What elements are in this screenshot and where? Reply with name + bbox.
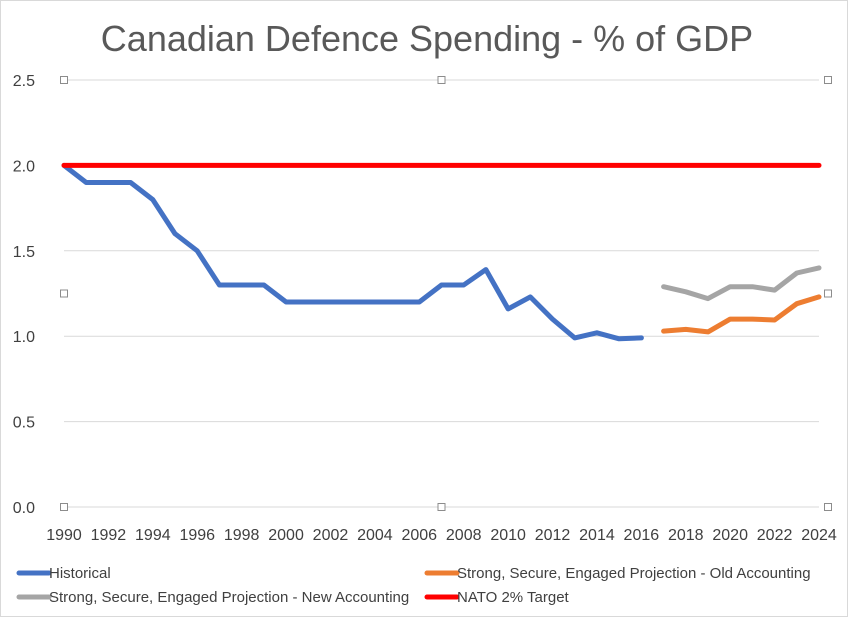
x-tick-label: 1992 [91,527,127,544]
x-tick-label: 1990 [46,527,82,544]
x-axis-tick-labels: 1990 1992 1994 1996 1998 2000 2002 2004 2006 2008… [46,527,837,544]
series-line-historical [61,162,644,342]
x-tick-label: 2016 [624,527,660,544]
series-line-strong-secure-engaged-projection-new-accounting [661,265,822,302]
x-tick-label: 2022 [757,527,793,544]
x-tick-label: 2010 [490,527,526,544]
chart-title: Canadian Defence Spending - % of GDP [101,18,753,59]
x-tick-label: 2024 [801,527,837,544]
selection-handle[interactable] [824,289,832,298]
x-tick-label: 2006 [401,527,437,544]
x-tick-label: 1994 [135,527,171,544]
x-tick-label: 1998 [224,527,260,544]
y-tick-label: 2.5 [13,73,35,90]
grid-lines [64,79,819,508]
legend-label: NATO 2% Target [457,589,570,606]
selection-handle[interactable] [60,503,68,511]
selection-handle[interactable] [824,503,832,511]
y-tick-label: 0.5 [13,415,35,432]
x-tick-label: 2000 [268,527,304,544]
legend-label: Strong, Secure, Engaged Projection - Old… [457,565,811,582]
y-tick-label: 2.0 [13,158,35,175]
series-line-strong-secure-engaged-projection-old-accounting [661,294,822,335]
y-tick-label: 1.5 [13,244,35,261]
x-tick-label: 2014 [579,527,615,544]
selection-handle[interactable] [60,289,68,298]
x-tick-label: 2008 [446,527,482,544]
series-lines [61,162,822,342]
plot-area-selection-handles [60,76,832,511]
x-tick-label: 2002 [313,527,349,544]
y-axis-tick-labels: 0.0 0.5 1.0 1.5 2.0 2.5 [13,73,35,517]
selection-handle[interactable] [60,76,68,84]
selection-handle[interactable] [437,503,446,511]
x-tick-label: 2012 [535,527,571,544]
legend: Historical Strong, Secure, Engaged Projec… [16,565,811,606]
x-tick-label: 2020 [712,527,748,544]
x-tick-label: 1996 [179,527,215,544]
y-tick-label: 1.0 [13,329,35,346]
selection-handle[interactable] [824,76,832,84]
x-tick-label: 2018 [668,527,704,544]
x-tick-label: 2004 [357,527,393,544]
y-tick-label: 0.0 [13,500,35,517]
selection-handle[interactable] [437,76,446,84]
legend-label: Strong, Secure, Engaged Projection - New… [49,589,409,606]
legend-label: Historical [49,565,111,582]
